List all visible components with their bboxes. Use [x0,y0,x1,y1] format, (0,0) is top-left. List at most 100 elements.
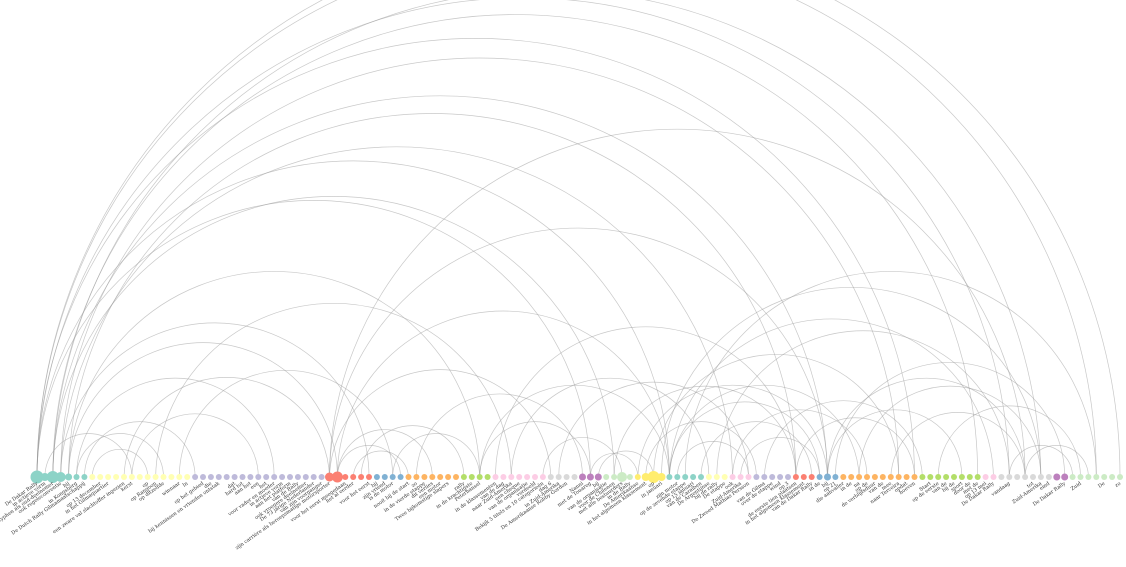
node-130[interactable] [1061,473,1069,481]
node-135[interactable] [1101,474,1108,480]
node-44[interactable] [381,474,388,480]
node-58[interactable] [492,474,499,480]
node-29[interactable] [263,474,270,480]
node-95[interactable] [785,474,791,480]
node-14[interactable] [144,474,151,480]
node-5[interactable] [73,474,80,480]
node-136[interactable] [1109,474,1116,480]
node-84[interactable] [698,474,704,480]
node-90[interactable] [745,474,752,480]
node-65[interactable] [547,474,554,480]
node-0[interactable] [30,470,44,484]
node-63[interactable] [532,474,538,480]
node-116[interactable] [951,474,957,480]
node-68[interactable] [571,474,578,480]
node-40[interactable] [350,474,357,480]
node-81[interactable] [674,474,681,480]
node-4[interactable] [65,473,73,481]
node-56[interactable] [476,474,483,480]
node-117[interactable] [958,474,965,480]
node-9[interactable] [105,474,112,480]
node-46[interactable] [397,474,404,480]
node-25[interactable] [231,474,238,480]
node-115[interactable] [943,474,950,480]
node-1[interactable] [40,473,49,481]
node-24[interactable] [223,474,230,480]
node-30[interactable] [271,474,278,480]
node-35[interactable] [310,474,317,480]
node-36[interactable] [318,474,325,480]
node-22[interactable] [207,474,214,480]
node-113[interactable] [927,474,934,480]
node-27[interactable] [247,474,254,480]
node-41[interactable] [358,474,365,480]
node-49[interactable] [421,474,428,480]
node-39[interactable] [342,474,349,480]
node-123[interactable] [1006,474,1013,480]
node-88[interactable] [729,474,736,480]
node-42[interactable] [366,474,372,480]
node-34[interactable] [302,474,309,480]
node-93[interactable] [769,474,776,480]
node-94[interactable] [777,474,784,480]
node-13[interactable] [136,474,143,480]
node-76[interactable] [634,474,641,480]
node-11[interactable] [121,474,127,480]
node-48[interactable] [413,474,420,480]
node-17[interactable] [168,474,175,480]
node-20[interactable] [192,474,199,480]
node-134[interactable] [1093,474,1100,480]
node-99[interactable] [816,474,823,480]
node-28[interactable] [255,474,262,480]
node-137[interactable] [1117,474,1123,480]
node-57[interactable] [484,474,491,480]
node-105[interactable] [864,474,870,480]
node-122[interactable] [998,474,1005,480]
node-47[interactable] [405,474,412,480]
node-108[interactable] [887,474,894,480]
node-104[interactable] [856,474,863,480]
node-80[interactable] [666,474,673,480]
node-52[interactable] [445,474,452,480]
node-126[interactable] [1030,474,1036,480]
node-26[interactable] [239,474,246,480]
node-16[interactable] [160,474,167,480]
node-111[interactable] [911,474,918,480]
node-86[interactable] [713,474,720,480]
node-118[interactable] [966,474,973,480]
node-33[interactable] [294,474,301,480]
node-85[interactable] [705,474,712,480]
node-54[interactable] [460,474,467,480]
node-75[interactable] [626,474,633,480]
node-70[interactable] [586,473,594,481]
node-124[interactable] [1014,474,1021,480]
node-12[interactable] [128,474,135,480]
node-61[interactable] [516,474,523,480]
node-79[interactable] [657,473,666,481]
node-32[interactable] [287,474,293,480]
node-21[interactable] [200,474,206,480]
node-87[interactable] [721,474,728,480]
node-106[interactable] [871,474,878,480]
node-78[interactable] [647,471,660,483]
node-19[interactable] [184,474,191,480]
node-3[interactable] [55,472,66,482]
node-107[interactable] [879,474,886,480]
node-131[interactable] [1069,474,1076,480]
node-98[interactable] [808,474,815,480]
node-59[interactable] [500,474,507,480]
node-6[interactable] [81,474,88,480]
node-127[interactable] [1037,474,1044,480]
node-125[interactable] [1022,474,1029,480]
node-77[interactable] [641,473,650,481]
node-102[interactable] [840,474,847,480]
node-119[interactable] [974,474,981,480]
node-8[interactable] [97,474,104,480]
node-128[interactable] [1045,474,1052,480]
node-7[interactable] [89,474,96,480]
node-69[interactable] [579,473,586,481]
node-55[interactable] [468,474,475,480]
node-60[interactable] [508,474,515,480]
node-120[interactable] [982,474,989,480]
node-66[interactable] [555,474,562,480]
